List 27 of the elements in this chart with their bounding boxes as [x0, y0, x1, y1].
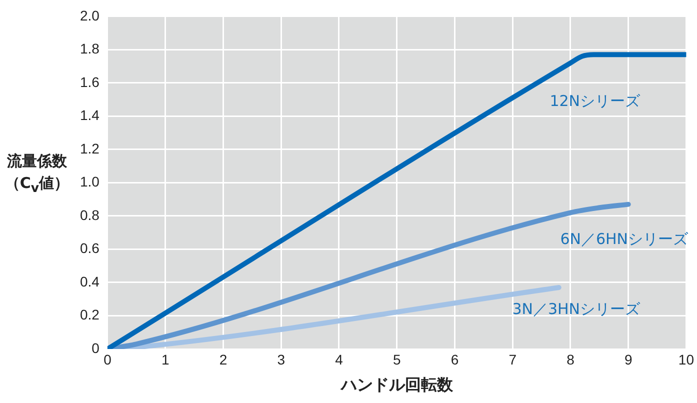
- y-tick-label: 0.4: [80, 273, 100, 290]
- y-tick-label: 0.2: [80, 306, 100, 323]
- series-label: 12Nシリーズ: [550, 92, 641, 110]
- series-label: 6N／6HNシリーズ: [560, 230, 689, 248]
- x-tick-label: 5: [392, 351, 401, 368]
- x-tick-label: 1: [161, 351, 170, 368]
- x-tick-label: 8: [566, 351, 575, 368]
- y-tick-label: 1.4: [80, 107, 100, 124]
- series-label: 3N／3HNシリーズ: [512, 300, 641, 318]
- y-axis-title: 流量係数（C$_{v}$値）: [4, 151, 70, 197]
- x-tick-label: 10: [678, 351, 694, 368]
- y-tick-label: 0.6: [80, 240, 100, 256]
- x-tick-label: 3: [277, 351, 286, 368]
- x-tick-label: 2: [219, 351, 228, 368]
- x-tick-label: 9: [624, 351, 632, 368]
- y-tick-label: 1.6: [80, 74, 100, 90]
- y-tick-label: 1.0: [80, 174, 100, 190]
- x-tick-label: 7: [508, 351, 517, 368]
- x-tick-label: 6: [450, 351, 459, 368]
- y-tick-label: 1.2: [80, 140, 100, 156]
- y-tick-label: 2.0: [80, 7, 100, 24]
- y-tick-label: 0.8: [80, 206, 100, 223]
- x-tick-label: 0: [104, 351, 112, 368]
- y-tick-label: 1.8: [80, 40, 100, 57]
- x-tick-label: 4: [335, 351, 344, 368]
- y-tick-label: 0: [92, 340, 100, 356]
- x-axis-title: ハンドル回転数: [340, 376, 454, 394]
